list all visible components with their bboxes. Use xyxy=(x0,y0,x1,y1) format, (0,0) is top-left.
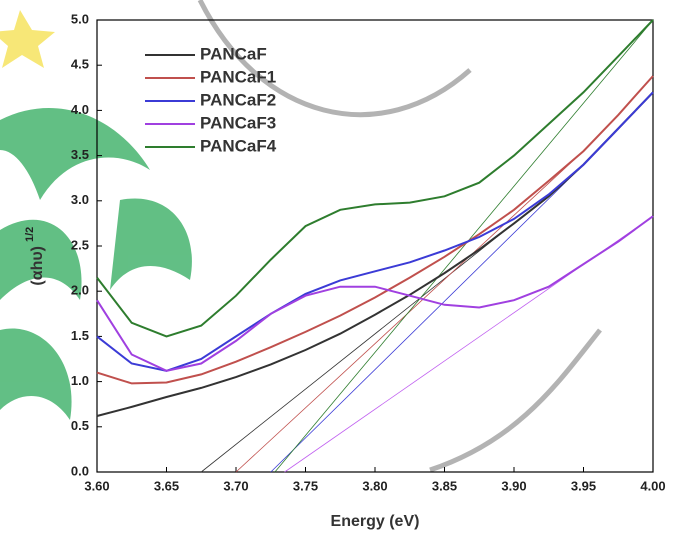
x-tick-label: 3.80 xyxy=(362,478,387,493)
watermark xyxy=(0,0,600,470)
x-tick-label: 3.90 xyxy=(501,478,526,493)
y-tick-label: 1.5 xyxy=(71,328,89,343)
x-tick-label: 3.60 xyxy=(84,478,109,493)
y-tick-label: 5.0 xyxy=(71,11,89,26)
tangent-line xyxy=(236,151,584,472)
x-tick-label: 3.70 xyxy=(223,478,248,493)
y-tick-label: 4.5 xyxy=(71,57,89,72)
watermark-leaf xyxy=(110,198,192,290)
y-tick-label: 0.0 xyxy=(71,463,89,478)
y-tick-label: 1.0 xyxy=(71,373,89,388)
legend-label: PANCaF1 xyxy=(200,67,276,86)
y-tick-label: 4.0 xyxy=(71,102,89,117)
tangent-line xyxy=(271,165,584,472)
watermark-leaf xyxy=(0,328,72,420)
x-tick-label: 3.65 xyxy=(154,478,179,493)
legend-label: PANCaF2 xyxy=(200,90,276,109)
x-axis-title: Energy (eV) xyxy=(331,513,420,530)
tangent-line xyxy=(201,223,514,472)
y-axis-title-sup: 1/2 xyxy=(24,227,36,242)
legend-label: PANCaF4 xyxy=(200,136,277,155)
watermark-arc xyxy=(430,330,600,470)
chart: Energy (eV) (αhυ) 1/2 3.60 3.65 3.70 3.75 3.… xyxy=(0,0,674,535)
legend-label: PANCaF xyxy=(200,44,267,63)
x-tick-label: 3.95 xyxy=(571,478,596,493)
y-tick-label: 3.5 xyxy=(71,147,89,162)
watermark-star xyxy=(0,10,55,68)
y-tick-label: 3.0 xyxy=(71,192,89,207)
y-tick-label: 2.5 xyxy=(71,237,89,252)
y-axis-title: (αhυ) xyxy=(29,246,46,286)
x-tick-label: 4.00 xyxy=(640,478,665,493)
tangent-line xyxy=(275,20,653,472)
y-tick-label: 0.5 xyxy=(71,418,89,433)
x-tick-label: 3.85 xyxy=(432,478,457,493)
y-tick-label: 2.0 xyxy=(71,283,89,298)
legend-label: PANCaF3 xyxy=(200,113,276,132)
x-tick-label: 3.75 xyxy=(293,478,318,493)
